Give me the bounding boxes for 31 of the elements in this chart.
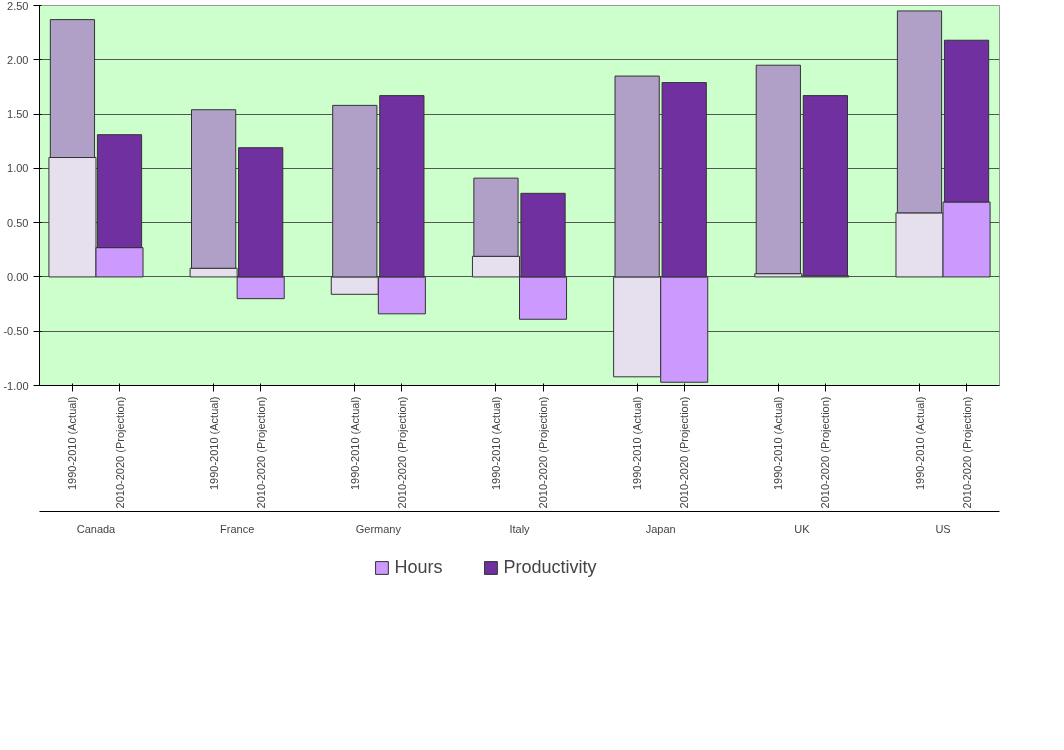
- x-tick-label: 1990-2010 (Actual): [66, 396, 79, 491]
- y-tick-label: 2.00: [7, 53, 29, 66]
- text: Japan: [645, 522, 676, 535]
- text: France: [220, 522, 255, 535]
- x-tick-label: 1990-2010 (Actual): [207, 396, 220, 491]
- legend-label: Hours: [394, 556, 443, 578]
- y-tick-label: -0.50: [3, 325, 29, 338]
- y-tick-label: 2.50: [7, 0, 29, 12]
- x-tick-label: 2010-2020 (Projection): [819, 396, 832, 509]
- x-tick-label: 1990-2010 (Actual): [348, 396, 361, 491]
- x-tick-label: 1990-2010 (Actual): [772, 396, 785, 491]
- x-tick-label: 2010-2020 (Projection): [113, 396, 126, 509]
- x-tick-label: 1990-2010 (Actual): [913, 396, 926, 491]
- text: US: [935, 522, 951, 535]
- x-tick-label: 2010-2020 (Projection): [254, 396, 267, 509]
- text: Canada: [76, 522, 117, 535]
- y-tick-label: -1.00: [3, 379, 29, 392]
- legend-label: Productivity: [503, 556, 597, 578]
- y-tick-label: 0.00: [7, 270, 29, 283]
- x-tick-label: 2010-2020 (Projection): [537, 396, 550, 509]
- x-tick-label: 1990-2010 (Actual): [489, 396, 502, 491]
- y-tick-label: 0.50: [7, 216, 29, 229]
- text: Italy: [509, 522, 531, 535]
- y-tick-label: 1.50: [7, 108, 29, 121]
- x-tick-label: 2010-2020 (Projection): [678, 396, 691, 509]
- x-tick-label: 2010-2020 (Projection): [395, 396, 408, 509]
- text: Germany: [355, 522, 402, 535]
- text: UK: [794, 522, 811, 535]
- x-tick-label: 1990-2010 (Actual): [631, 396, 644, 491]
- y-tick-label: 1.00: [7, 162, 29, 175]
- x-tick-label: 2010-2020 (Projection): [960, 396, 973, 509]
